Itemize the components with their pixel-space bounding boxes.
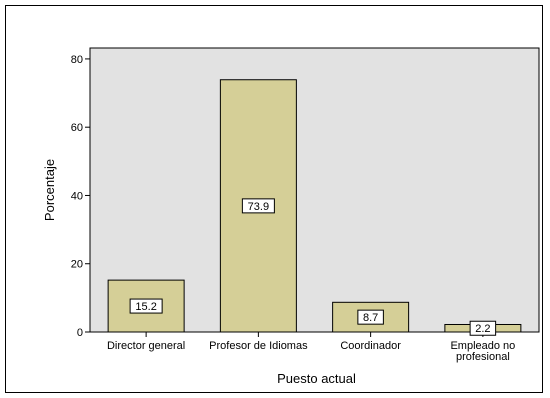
bar-chart: 0 20 40 60 80 Director general Profesor de Id… bbox=[42, 47, 540, 386]
x-tick-label: Empleado no profesional bbox=[450, 340, 515, 363]
data-label-box bbox=[129, 298, 163, 314]
y-axis: 0 20 40 60 80 bbox=[71, 54, 90, 339]
data-label-box bbox=[357, 309, 384, 325]
y-tick-label: 0 bbox=[77, 327, 83, 339]
x-tick-label: Profesor de Idiomas bbox=[209, 340, 308, 352]
chart-frame: 0 20 40 60 80 Director general Profesor de Id… bbox=[5, 5, 543, 393]
x-tick-label: Coordinador bbox=[340, 340, 401, 352]
y-axis-title: Porcentaje bbox=[42, 159, 57, 221]
x-tick-label: Director general bbox=[107, 340, 185, 352]
y-tick-label: 40 bbox=[71, 190, 83, 202]
data-label-box bbox=[241, 198, 275, 214]
x-axis: Director general Profesor de Idiomas Coord… bbox=[107, 332, 515, 363]
y-tick-label: 80 bbox=[71, 54, 83, 66]
bars: 15.2 73.9 8.7 2.2 bbox=[107, 79, 522, 336]
data-label: 15.2 bbox=[135, 301, 156, 313]
data-label: 8.7 bbox=[363, 312, 378, 324]
x-axis-title: Puesto actual bbox=[277, 371, 356, 386]
data-label-box bbox=[469, 320, 497, 336]
data-label: 73.9 bbox=[248, 201, 269, 213]
y-tick-label: 60 bbox=[71, 122, 83, 134]
y-tick-label: 20 bbox=[71, 259, 83, 271]
data-label: 2.2 bbox=[475, 323, 490, 335]
